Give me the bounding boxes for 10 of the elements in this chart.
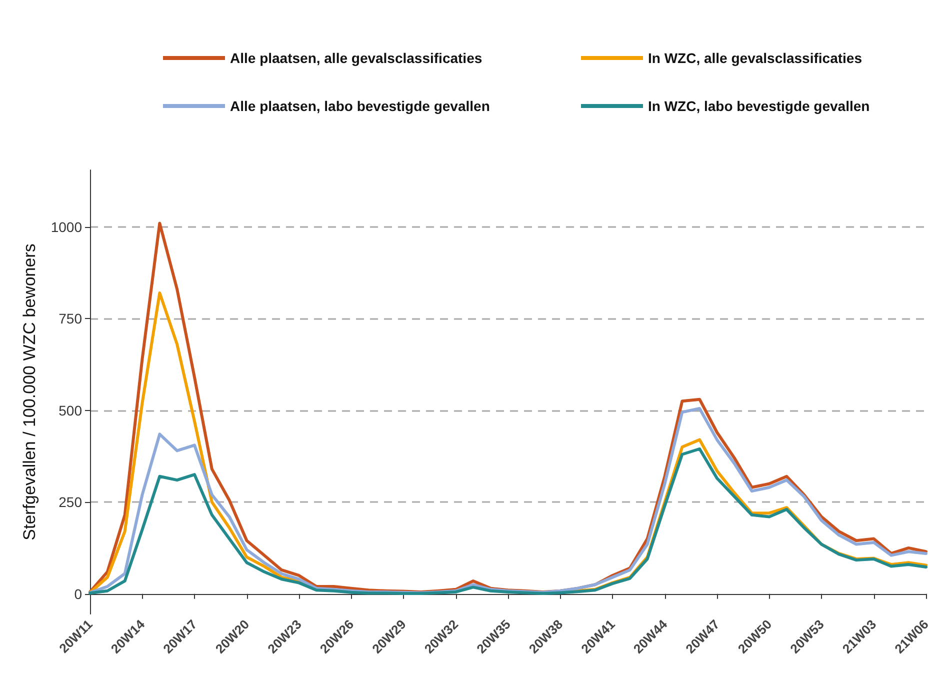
- legend-label: Alle plaatsen, labo bevestigde gevallen: [230, 98, 490, 114]
- y-tick-label: 0: [74, 586, 82, 602]
- legend-label: In WZC, labo bevestigde gevallen: [648, 98, 870, 114]
- y-axis-title: Sterfgevallen / 100.000 WZC bewoners: [20, 244, 39, 540]
- legend-label: Alle plaatsen, alle gevalsclassificaties: [230, 50, 482, 66]
- y-tick-label: 1000: [50, 218, 82, 235]
- y-tick-label: 250: [58, 494, 82, 510]
- y-tick-label: 750: [58, 310, 82, 327]
- legend-label: In WZC, alle gevalsclassificaties: [648, 50, 862, 66]
- y-tick-label: 500: [58, 402, 82, 418]
